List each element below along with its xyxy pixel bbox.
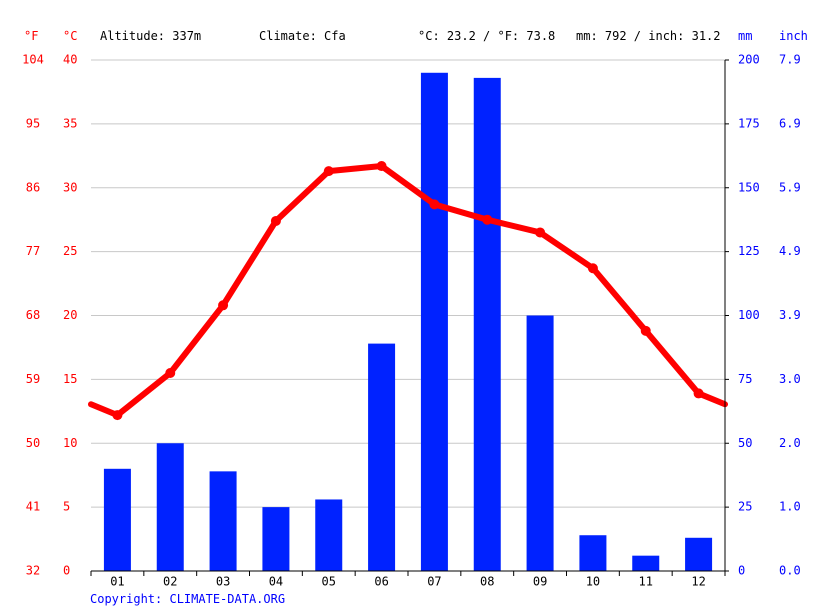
fahrenheit-tick-label: 104 [22, 53, 44, 67]
month-label-05: 05 [322, 575, 336, 589]
fahrenheit-tick-label: 59 [26, 372, 40, 386]
temperature-point-02 [165, 367, 176, 378]
fahrenheit-unit-label: °F [24, 29, 38, 43]
celsius-tick-label: 20 [63, 308, 77, 322]
temperature-point-05 [323, 166, 334, 177]
month-label-12: 12 [691, 575, 705, 589]
fahrenheit-tick-label: 41 [26, 500, 40, 514]
temperature-line [88, 161, 728, 421]
precipitation-bar-08 [473, 77, 501, 571]
inch-unit-label: inch [779, 29, 808, 43]
month-label-09: 09 [533, 575, 547, 589]
inch-tick-label: 5.9 [779, 180, 801, 194]
precipitation-bar-02 [156, 443, 184, 571]
fahrenheit-tick-label: 32 [26, 564, 40, 578]
grid-lines [91, 59, 725, 508]
precipitation-bar-10 [579, 535, 607, 571]
precipitation-bar-01 [103, 468, 131, 571]
celsius-tick-label: 40 [63, 53, 77, 67]
mm-tick-label: 25 [738, 500, 752, 514]
chart-header: °F °C Altitude: 337m Climate: Cfa °C: 23… [24, 29, 808, 43]
inch-tick-label: 1.0 [779, 500, 801, 514]
precipitation-bar-04 [262, 507, 290, 571]
fahrenheit-tick-label: 50 [26, 436, 40, 450]
celsius-tick-label: 30 [63, 180, 77, 194]
month-label-10: 10 [586, 575, 600, 589]
inch-tick-label: 3.9 [779, 308, 801, 322]
month-label-03: 03 [216, 575, 230, 589]
celsius-tick-label: 0 [63, 564, 70, 578]
fahrenheit-tick-label: 95 [26, 116, 40, 130]
inch-tick-label: 2.0 [779, 436, 801, 450]
temperature-line-path [88, 163, 728, 419]
month-label-07: 07 [427, 575, 441, 589]
month-label-02: 02 [163, 575, 177, 589]
precipitation-bar-07 [420, 72, 448, 572]
mm-tick-label: 100 [738, 308, 760, 322]
temperature-point-08 [482, 214, 493, 225]
celsius-tick-label: 25 [63, 244, 77, 258]
mm-unit-label: mm [738, 29, 752, 43]
mm-tick-label: 0 [738, 564, 745, 578]
fahrenheit-tick-label: 77 [26, 244, 40, 258]
climate-label: Climate: Cfa [259, 29, 346, 43]
precipitation-bar-12 [685, 537, 713, 571]
mm-tick-label: 175 [738, 116, 760, 130]
temperature-point-09 [535, 227, 546, 238]
precipitation-bar-03 [209, 471, 237, 571]
temperature-point-04 [270, 215, 281, 226]
total-precipitation-label: mm: 792 / inch: 31.2 [576, 29, 721, 43]
mm-tick-label: 75 [738, 372, 752, 386]
month-label-06: 06 [374, 575, 388, 589]
month-label-04: 04 [269, 575, 283, 589]
inch-tick-label: 7.9 [779, 53, 801, 67]
inch-tick-label: 3.0 [779, 372, 801, 386]
precipitation-bar-11 [632, 555, 660, 571]
celsius-unit-label: °C [63, 29, 77, 43]
celsius-tick-label: 35 [63, 116, 77, 130]
celsius-tick-label: 10 [63, 436, 77, 450]
temperature-point-07 [429, 199, 440, 210]
axes: 32 0 0 0.041 5 25 1.050 10 50 2.059 15 75 3.068 20 100… [22, 53, 801, 589]
celsius-tick-label: 15 [63, 372, 77, 386]
inch-tick-label: 6.9 [779, 116, 801, 130]
month-label-11: 11 [639, 575, 653, 589]
precipitation-bars [103, 72, 713, 572]
month-label-08: 08 [480, 575, 494, 589]
temperature-point-06 [376, 161, 387, 172]
temperature-point-12 [693, 388, 704, 399]
inch-tick-label: 4.9 [779, 244, 801, 258]
average-temperature-label: °C: 23.2 / °F: 73.8 [418, 29, 555, 43]
copyright-text: Copyright: CLIMATE-DATA.ORG [90, 592, 285, 606]
precipitation-bar-09 [526, 315, 554, 571]
temperature-point-01 [112, 410, 123, 421]
month-label-01: 01 [110, 575, 124, 589]
mm-tick-label: 150 [738, 180, 760, 194]
mm-tick-label: 125 [738, 244, 760, 258]
fahrenheit-tick-label: 86 [26, 180, 40, 194]
temperature-point-11 [640, 325, 651, 336]
fahrenheit-tick-label: 68 [26, 308, 40, 322]
inch-tick-label: 0.0 [779, 564, 801, 578]
altitude-label: Altitude: 337m [100, 29, 201, 43]
mm-tick-label: 50 [738, 436, 752, 450]
temperature-point-10 [587, 263, 598, 274]
celsius-tick-label: 5 [63, 500, 70, 514]
precipitation-bar-05 [315, 499, 343, 571]
precipitation-bar-06 [368, 343, 396, 571]
temperature-point-03 [218, 300, 229, 311]
mm-tick-label: 200 [738, 53, 760, 67]
